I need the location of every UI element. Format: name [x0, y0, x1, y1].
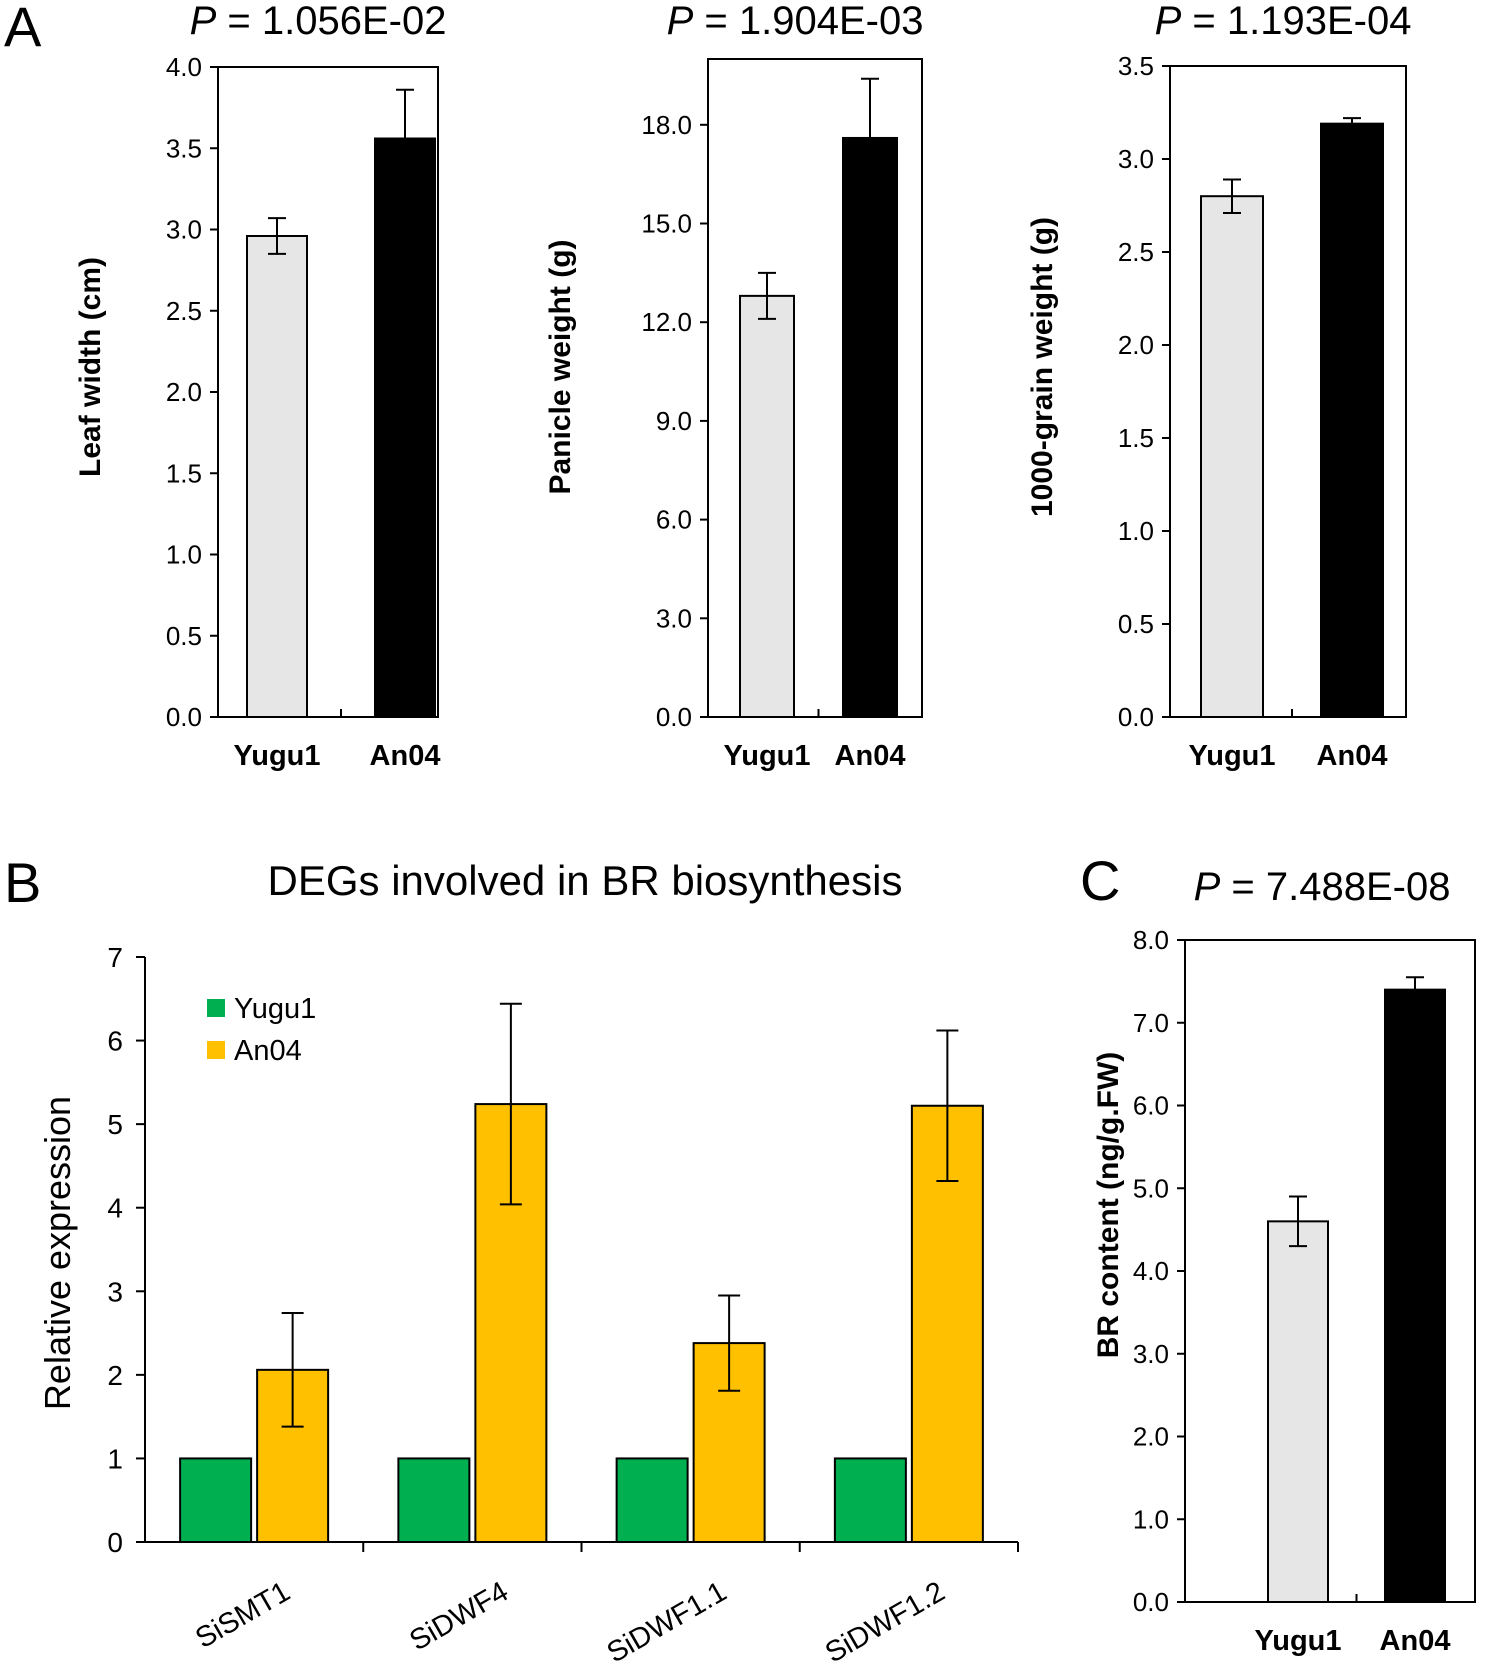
y-tick-label: 3.0	[656, 603, 692, 633]
y-tick-label: 5	[107, 1109, 123, 1140]
y-tick-label: 12.0	[641, 307, 692, 337]
category-label: An04	[1380, 1625, 1451, 1657]
y-tick-label: 0.0	[166, 702, 202, 732]
y-tick-label: 4	[107, 1193, 123, 1224]
y-tick-label: 1	[107, 1443, 123, 1474]
chart-title: DEGs involved in BR biosynthesis	[268, 857, 903, 904]
legend-swatch	[207, 999, 225, 1017]
p-value-title: P = 1.193E-04	[1155, 0, 1412, 43]
y-axis-label: Panicle weight (g)	[544, 239, 577, 494]
y-tick-label: 0	[107, 1527, 123, 1558]
category-label: Yugu1	[1254, 1625, 1341, 1657]
y-tick-label: 2.0	[166, 377, 202, 407]
bar-an04	[842, 136, 898, 718]
panel-br-content: C P = 7.488E-08 BR content (ng/g.FW) 0.0…	[1080, 849, 1476, 1657]
panel-letter-b: B	[4, 851, 41, 914]
y-tick-label: 15.0	[641, 209, 692, 239]
gene-label: SiDWF1.1	[602, 1576, 732, 1670]
y-tick-label: 2.5	[166, 296, 202, 326]
y-tick-label: 2.5	[1118, 237, 1154, 267]
category-label: An04	[835, 740, 906, 772]
panel-panicle-weight: P = 1.904E-03 Panicle weight (g) 0.0 3.0 6…	[544, 0, 923, 772]
y-tick-label: 0.0	[656, 702, 692, 732]
y-tick-label: 1.0	[1118, 516, 1154, 546]
legend-swatch	[207, 1041, 225, 1059]
panel-deg-expression: B DEGs involved in BR biosynthesis Relat…	[4, 851, 1019, 1670]
panel-grain-weight: P = 1.193E-04 1000-grain weight (g) 0.0 0…	[1026, 0, 1411, 772]
y-tick-label: 4.0	[166, 52, 202, 82]
y-tick-label: 3.0	[1118, 144, 1154, 174]
p-value-title: P = 7.488E-08	[1194, 865, 1451, 909]
y-tick-label: 2.0	[1133, 1422, 1169, 1452]
bar-yugu1	[246, 235, 308, 718]
p-value-title: P = 1.056E-02	[190, 0, 447, 43]
y-tick-label: 1.5	[1118, 423, 1154, 453]
y-tick-label: 0.0	[1133, 1587, 1169, 1617]
y-tick-label: 6.0	[1133, 1091, 1169, 1121]
y-tick-label: 6.0	[656, 505, 692, 535]
legend-label: Yugu1	[234, 993, 316, 1025]
gene-label: SiDWF1.2	[820, 1576, 950, 1670]
bar-yugu1	[739, 294, 795, 718]
y-tick-label: 0.5	[166, 621, 202, 651]
p-value-title: P = 1.904E-03	[667, 0, 924, 43]
plot-frame	[707, 58, 923, 718]
y-tick-label: 0.0	[1118, 702, 1154, 732]
category-label: Yugu1	[723, 740, 810, 772]
y-tick-label: 3.0	[166, 215, 202, 245]
bar-yugu1-sismt1	[179, 1457, 253, 1544]
y-tick-label: 8.0	[1133, 925, 1169, 955]
y-tick-label: 2	[107, 1360, 123, 1391]
bar-an04	[1384, 988, 1446, 1603]
category-label: Yugu1	[233, 740, 320, 772]
y-tick-label: 7.0	[1133, 1008, 1169, 1038]
bar-yugu1-sidwf4	[397, 1457, 471, 1544]
bar-yugu1-sidwf1.2	[833, 1457, 907, 1544]
bar-yugu1	[1267, 1220, 1329, 1603]
y-tick-label: 5.0	[1133, 1173, 1169, 1203]
y-tick-label: 1.0	[1133, 1504, 1169, 1534]
y-tick-label: 1.5	[166, 458, 202, 488]
panel-leaf-width: A P = 1.056E-02 Leaf width (cm) 0.0 0.5 1.…	[4, 0, 446, 772]
legend-label: An04	[234, 1035, 302, 1067]
y-tick-label: 0.5	[1118, 609, 1154, 639]
plot-frame	[1169, 65, 1407, 718]
bar-an04	[1320, 122, 1384, 719]
y-axis-label: BR content (ng/g.FW)	[1092, 1052, 1125, 1359]
y-tick-label: 6	[107, 1026, 123, 1057]
y-tick-label: 1.0	[166, 540, 202, 570]
y-axis-label: Leaf width (cm)	[74, 257, 107, 477]
y-tick-label: 18.0	[641, 110, 692, 140]
gene-label: SiDWF4	[404, 1576, 513, 1658]
y-tick-label: 4.0	[1133, 1256, 1169, 1286]
bar-yugu1-sidwf1.1	[615, 1457, 689, 1544]
y-tick-label: 9.0	[656, 406, 692, 436]
bar-an04	[374, 137, 436, 718]
y-tick-label: 2.0	[1118, 330, 1154, 360]
panel-letter-a: A	[4, 0, 42, 58]
bar-yugu1	[1200, 195, 1264, 718]
y-tick-label: 3.0	[1133, 1339, 1169, 1369]
y-axis-label: Relative expression	[37, 1096, 78, 1410]
category-label: An04	[370, 740, 441, 772]
category-label: Yugu1	[1188, 740, 1275, 772]
y-tick-label: 7	[107, 942, 123, 973]
gene-label: SiSMT1	[190, 1576, 295, 1655]
y-tick-label: 3.5	[1118, 51, 1154, 81]
y-axis-label: 1000-grain weight (g)	[1026, 217, 1059, 517]
panel-letter-c: C	[1080, 849, 1120, 912]
y-tick-label: 3	[107, 1276, 123, 1307]
y-tick-label: 3.5	[166, 133, 202, 163]
category-label: An04	[1317, 740, 1388, 772]
